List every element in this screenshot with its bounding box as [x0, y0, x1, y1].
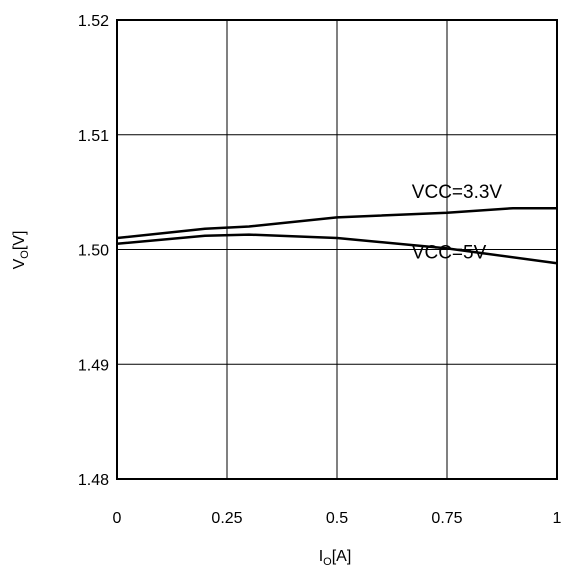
- series-lines: [116, 206, 558, 265]
- y-tick-label: 1.50: [78, 243, 109, 260]
- y-tick-label: 1.51: [78, 128, 109, 145]
- x-tick-label: 0.5: [326, 510, 348, 527]
- plot-frame: [116, 19, 558, 480]
- x-tick-label: 0.25: [211, 510, 242, 527]
- y-axis-title: VO[V]: [11, 231, 31, 270]
- x-tick-label: 0: [113, 510, 122, 527]
- series-annotation: VCC=5V: [412, 243, 487, 264]
- y-tick-label: 1.52: [78, 13, 109, 30]
- series-line: [116, 233, 558, 265]
- x-axis-title: IO[A]: [319, 548, 352, 568]
- tick-labels: 0 0.25 0.5 0.75 1 1.48 1.49 1.50 1.51 1.52: [78, 13, 562, 527]
- x-tick-label: 1: [553, 510, 562, 527]
- x-tick-label: 0.75: [431, 510, 462, 527]
- series-line: [116, 206, 557, 240]
- y-tick-label: 1.48: [78, 472, 109, 489]
- annotations: VCC=3.3V VCC=5V: [412, 182, 503, 264]
- y-tick-label: 1.49: [78, 357, 109, 374]
- series-annotation: VCC=3.3V: [412, 182, 503, 203]
